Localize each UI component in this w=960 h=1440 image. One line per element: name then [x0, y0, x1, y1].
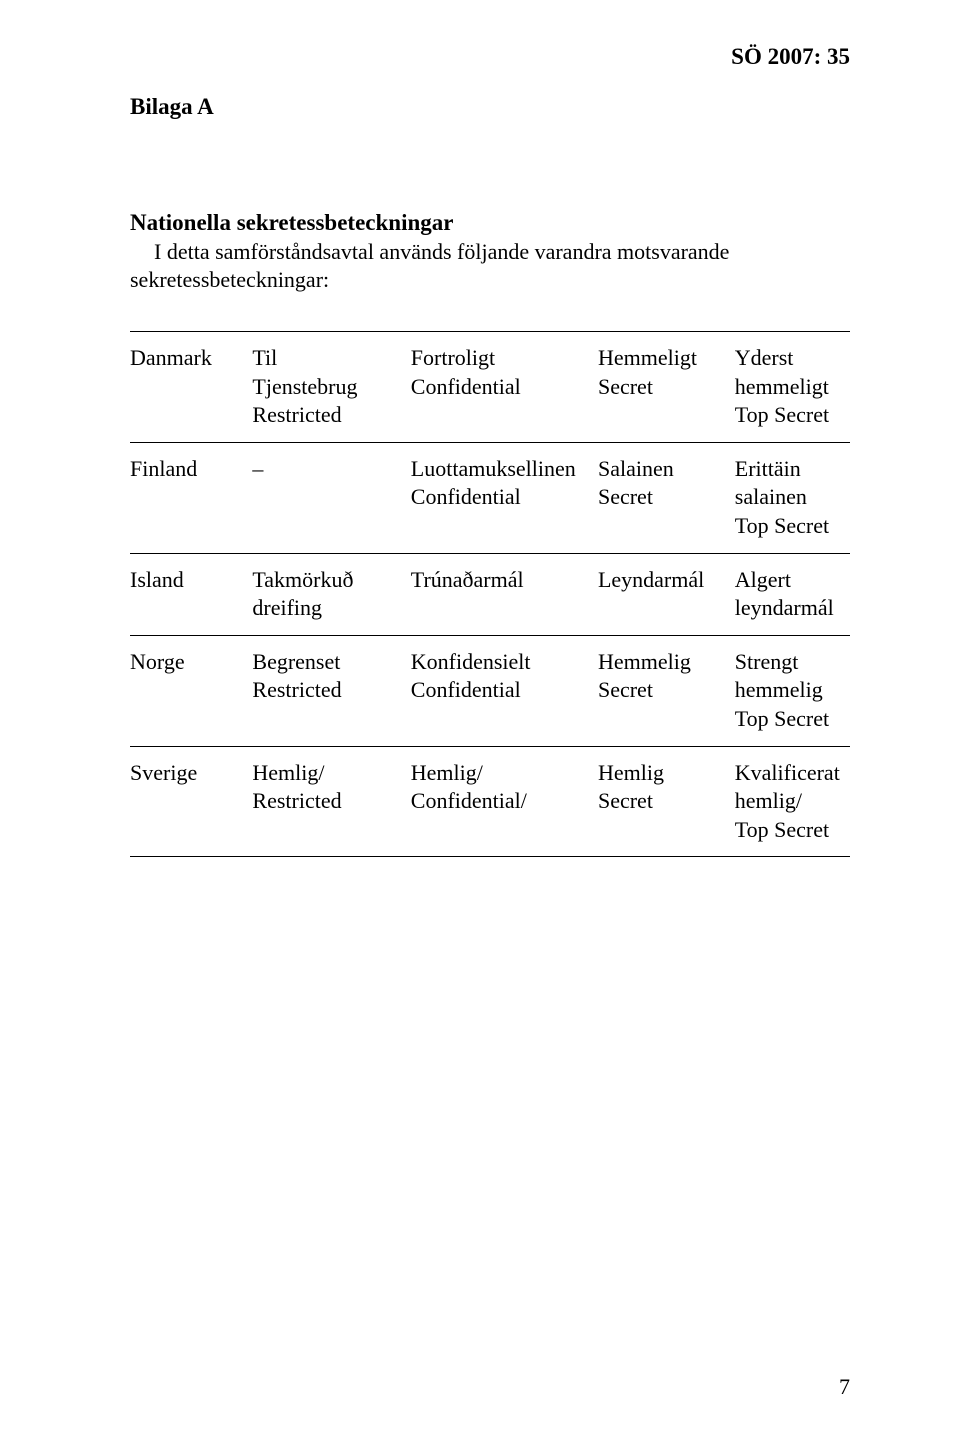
cell-topsecret: StrengthemmeligTop Secret — [735, 635, 850, 746]
table-row: Finland – LuottamuksellinenConfidential … — [130, 442, 850, 553]
cell-topsecret: Kvalificerathemlig/Top Secret — [735, 746, 850, 857]
cell-topsecret: YdersthemmeligtTop Secret — [735, 332, 850, 443]
table-row: Island Takmörkuðdreifing Trúnaðarmál Ley… — [130, 553, 850, 635]
cell-restricted: TilTjenstebrugRestricted — [252, 332, 410, 443]
table-row: Norge BegrensetRestricted KonfidensieltC… — [130, 635, 850, 746]
cell-secret: Leyndarmál — [598, 553, 735, 635]
annex-label: Bilaga A — [130, 94, 850, 120]
cell-confidential: Trúnaðarmál — [411, 553, 598, 635]
cell-confidential: LuottamuksellinenConfidential — [411, 442, 598, 553]
cell-confidential: Hemlig/Confidential/ — [411, 746, 598, 857]
cell-secret: HemligSecret — [598, 746, 735, 857]
cell-restricted: BegrensetRestricted — [252, 635, 410, 746]
page: SÖ 2007: 35 Bilaga A Nationella sekretes… — [0, 0, 960, 1440]
cell-topsecret: ErittäinsalainenTop Secret — [735, 442, 850, 553]
intro-text: I detta samförståndsavtal används följan… — [130, 238, 850, 293]
cell-secret: HemmeligSecret — [598, 635, 735, 746]
cell-restricted: Hemlig/Restricted — [252, 746, 410, 857]
cell-restricted: – — [252, 442, 410, 553]
cell-country: Norge — [130, 635, 252, 746]
cell-confidential: KonfidensieltConfidential — [411, 635, 598, 746]
table-row: Danmark TilTjenstebrugRestricted Fortrol… — [130, 332, 850, 443]
cell-country: Danmark — [130, 332, 252, 443]
cell-country: Finland — [130, 442, 252, 553]
cell-secret: HemmeligtSecret — [598, 332, 735, 443]
section-title: Nationella sekretessbeteckningar — [130, 210, 850, 236]
cell-country: Island — [130, 553, 252, 635]
cell-secret: SalainenSecret — [598, 442, 735, 553]
cell-restricted: Takmörkuðdreifing — [252, 553, 410, 635]
cell-topsecret: Algertleyndarmál — [735, 553, 850, 635]
header-right: SÖ 2007: 35 — [731, 44, 850, 70]
classification-table: Danmark TilTjenstebrugRestricted Fortrol… — [130, 331, 850, 857]
cell-confidential: FortroligtConfidential — [411, 332, 598, 443]
page-number: 7 — [839, 1374, 850, 1400]
cell-country: Sverige — [130, 746, 252, 857]
table-row: Sverige Hemlig/Restricted Hemlig/Confide… — [130, 746, 850, 857]
